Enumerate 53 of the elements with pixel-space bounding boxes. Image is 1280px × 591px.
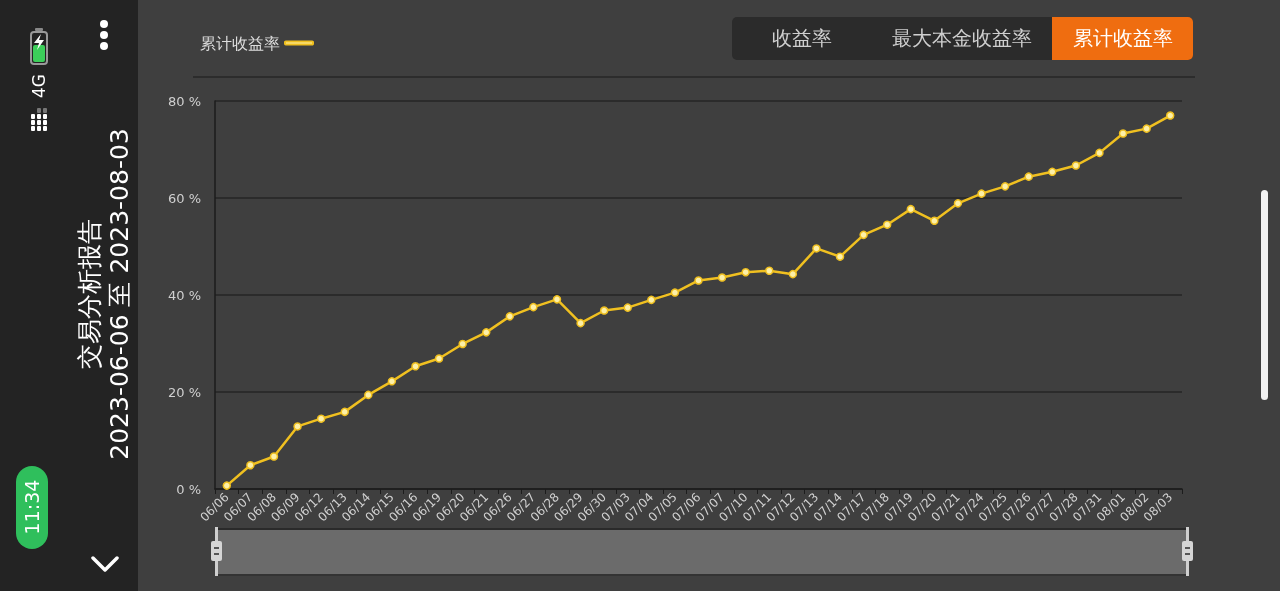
point <box>765 266 774 275</box>
point <box>434 354 444 363</box>
text: 4G <box>29 74 49 98</box>
point <box>411 362 420 371</box>
point <box>1118 129 1128 138</box>
tab-bar: 收益率 最大本金收益率 累计收益率 <box>732 17 1193 60</box>
point <box>387 377 397 386</box>
point <box>481 328 491 337</box>
point <box>576 318 585 328</box>
point <box>953 199 963 208</box>
y-tick-label: 80 % <box>167 93 201 109</box>
point <box>222 481 232 490</box>
point <box>623 303 632 312</box>
point <box>741 267 750 277</box>
point <box>269 452 279 461</box>
point <box>340 407 349 417</box>
point <box>977 189 986 198</box>
point <box>529 302 538 312</box>
point <box>364 390 373 400</box>
point <box>599 306 609 315</box>
point <box>930 216 939 226</box>
point <box>670 288 680 297</box>
point <box>316 414 326 423</box>
point <box>859 230 868 240</box>
text: 11:34 <box>21 479 43 535</box>
point <box>1000 182 1010 191</box>
text: 2023-06-06 至 2023-08-03 <box>105 128 135 460</box>
point <box>717 273 727 282</box>
point <box>694 276 703 285</box>
point <box>505 312 515 321</box>
point <box>788 269 798 279</box>
y-tick-label: 40 % <box>167 287 201 303</box>
point <box>812 244 821 253</box>
point <box>458 339 467 349</box>
point <box>647 295 656 305</box>
y-tick-label: 20 % <box>167 384 201 400</box>
point <box>835 252 845 261</box>
point <box>906 204 916 214</box>
tab: 累计收益率 <box>1052 17 1193 60</box>
point <box>1048 167 1057 177</box>
point <box>1142 124 1151 133</box>
point <box>552 295 562 304</box>
y-tick-label: 60 % <box>167 190 201 206</box>
point <box>882 220 892 229</box>
point <box>246 460 255 470</box>
point <box>1165 111 1175 120</box>
point <box>1071 161 1081 170</box>
point <box>1095 148 1104 158</box>
y-tick-label: 0 % <box>176 481 201 497</box>
point <box>293 422 302 431</box>
point <box>1024 172 1033 181</box>
legend-label: 累计收益率 <box>200 33 280 53</box>
text: 交易分析报告 <box>75 218 105 371</box>
